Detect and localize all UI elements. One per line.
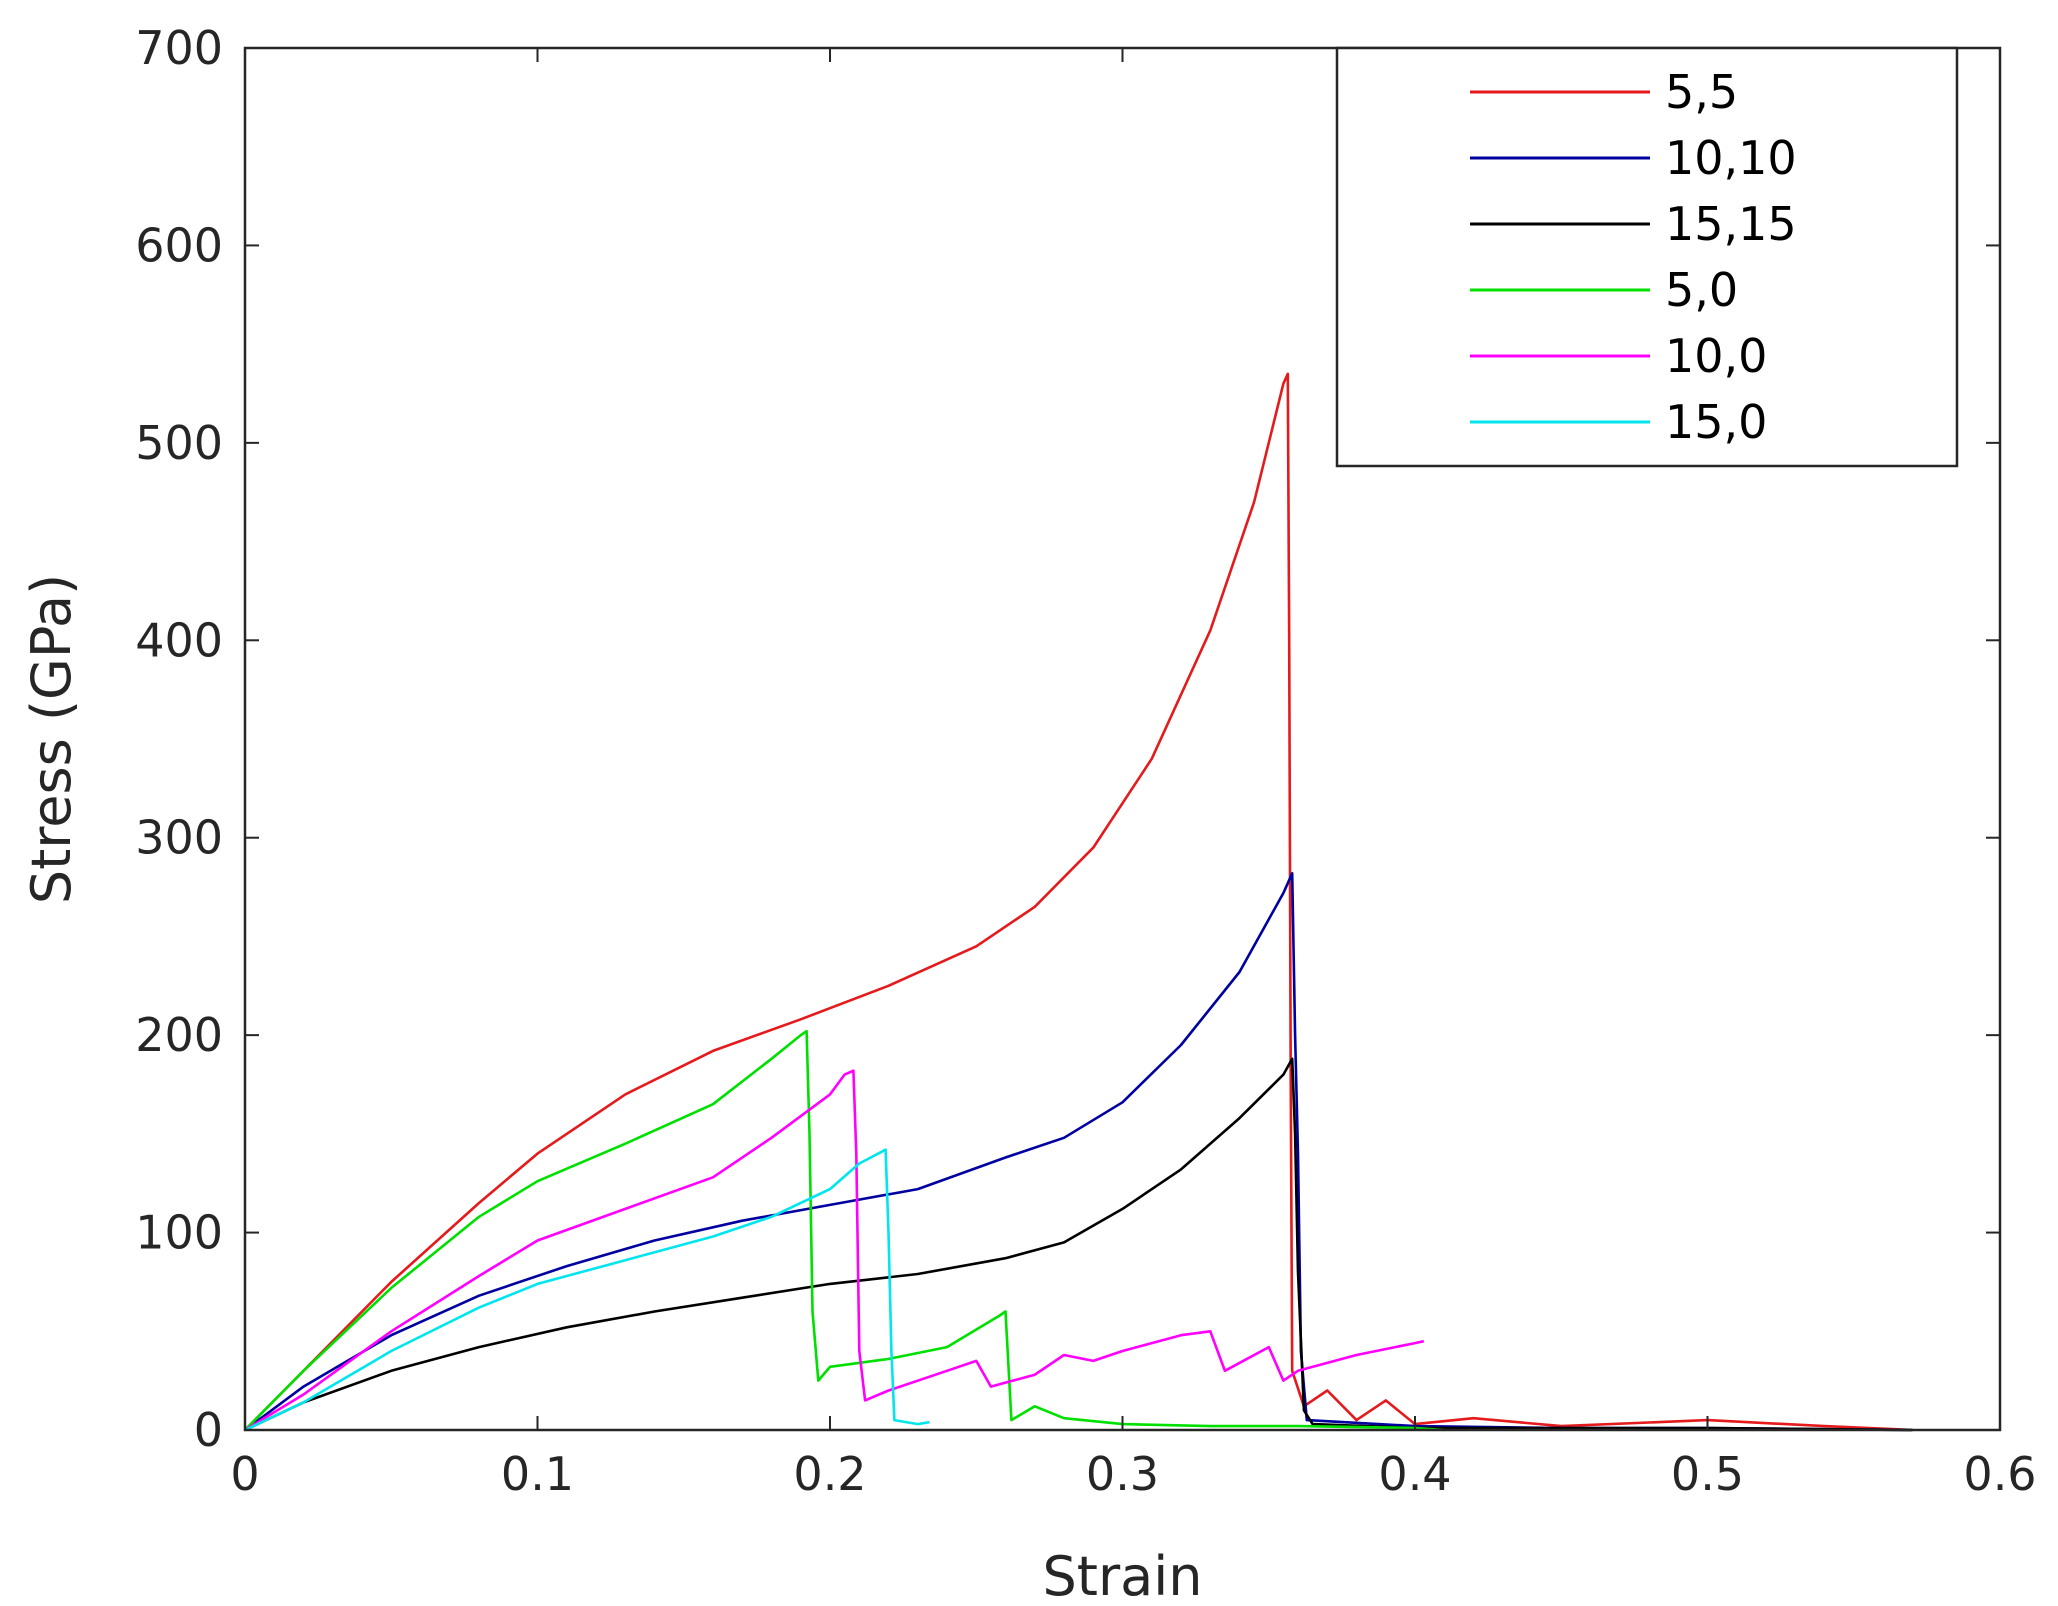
x-tick-label-4: 0.4	[1378, 1447, 1451, 1501]
x-tick-label-2: 0.2	[793, 1447, 866, 1501]
series-line-2	[244, 1057, 1913, 1432]
y-axis-label: Stress (GPa)	[20, 574, 83, 904]
legend-label-4: 10,0	[1665, 329, 1767, 383]
legend-label-3: 5,0	[1665, 263, 1738, 317]
y-tick-label-2: 200	[135, 1008, 223, 1062]
x-axis-label: Strain	[1043, 1545, 1203, 1606]
x-tick-label-3: 0.3	[1086, 1447, 1159, 1501]
ticks-layer: 0 0.1 0.2 0.3 0.4 0.5 0.6 0 100 200 300 400 500 600 70…	[135, 21, 2036, 1501]
series-line-5	[244, 1148, 930, 1432]
x-tick-label-0: 0	[230, 1447, 259, 1501]
series-line-4	[244, 1069, 1425, 1432]
series-line-1	[244, 872, 1913, 1432]
legend-label-5: 15,0	[1665, 395, 1767, 449]
legend-label-1: 10,10	[1665, 131, 1797, 185]
y-tick-label-5: 500	[135, 416, 223, 470]
y-tick-label-7: 700	[135, 21, 223, 75]
y-tick-label-1: 100	[135, 1206, 223, 1260]
x-tick-label-6: 0.6	[1963, 1447, 2036, 1501]
series-line-0	[244, 372, 1913, 1432]
x-tick-label-1: 0.1	[501, 1447, 574, 1501]
legend: 5,5 10,10 15,15 5,0 10,0 15,0	[1335, 46, 1959, 468]
series-layer	[244, 372, 1913, 1432]
y-tick-label-6: 600	[135, 218, 223, 272]
y-tick-label-3: 300	[135, 811, 223, 865]
y-tick-label-0: 0	[194, 1403, 223, 1457]
series-line-3	[244, 1029, 1445, 1432]
y-tick-label-4: 400	[135, 613, 223, 667]
legend-box	[1335, 46, 1959, 468]
x-tick-label-5: 0.5	[1671, 1447, 1744, 1501]
legend-label-2: 15,15	[1665, 197, 1797, 251]
legend-label-0: 5,5	[1665, 65, 1738, 119]
